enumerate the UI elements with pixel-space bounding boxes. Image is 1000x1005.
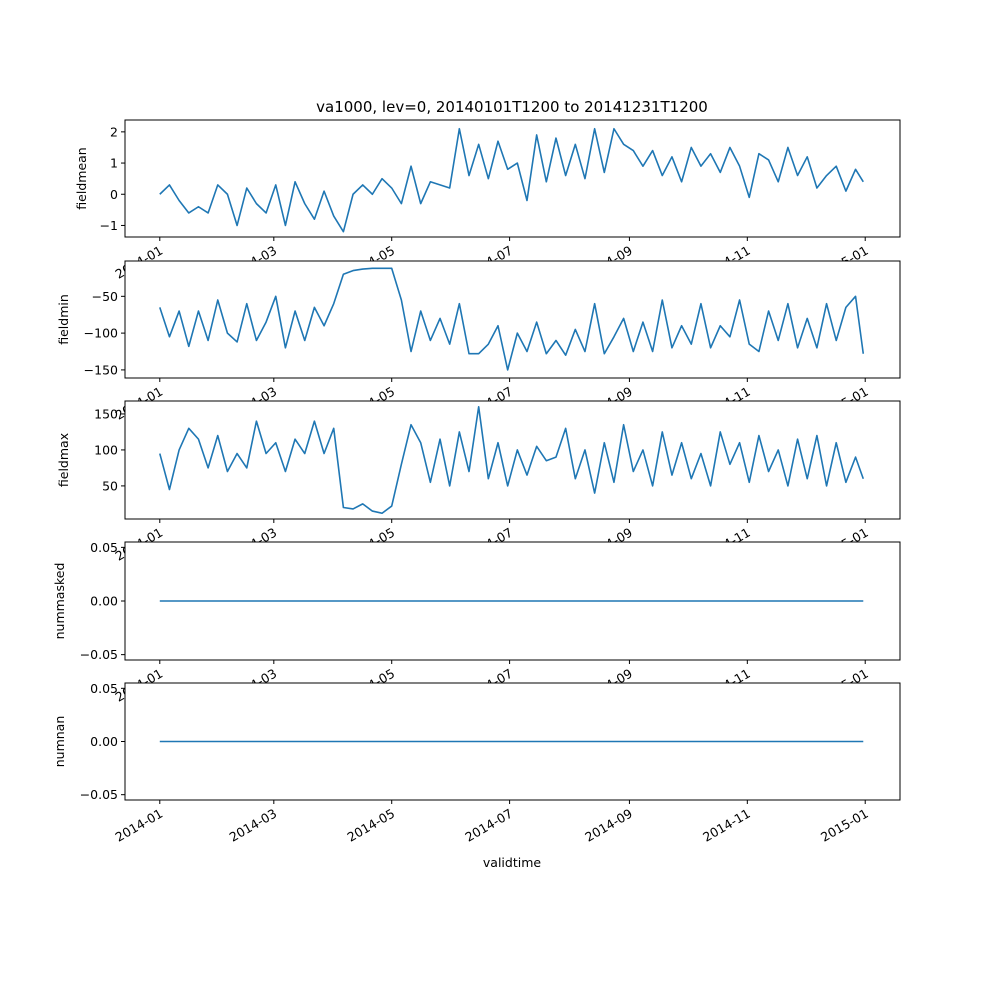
axes-frame [124, 260, 901, 379]
axes-frame [124, 119, 901, 238]
axes-background [125, 120, 900, 237]
y-tick-label: 100 [94, 442, 118, 457]
x-tick-label: 2014-03 [227, 806, 280, 845]
y-tick-label: 1 [110, 156, 118, 171]
y-tick-label: −50 [92, 289, 118, 304]
y-axis-label-nummasked: nummasked [52, 563, 67, 640]
y-tick-label: 0.05 [90, 681, 118, 696]
y-tick-label: −0.05 [80, 787, 118, 802]
x-tick-label: 2014-05 [344, 806, 397, 845]
y-tick-label: 0.05 [90, 540, 118, 555]
y-tick-label: 0 [110, 187, 118, 202]
y-tick-label: −1 [100, 218, 118, 233]
y-axis-label-fieldmin: fieldmin [56, 294, 71, 345]
x-axis-label: validtime [483, 855, 541, 870]
y-axis-label-numnan: numnan [52, 716, 67, 768]
axes-frame [124, 400, 901, 520]
fieldmax-series-line [159, 405, 865, 515]
y-tick-label: 2 [110, 124, 118, 139]
y-axis-label-fieldmax: fieldmax [56, 433, 71, 487]
y-tick-label: 0.00 [90, 594, 118, 609]
x-tick-label: 2014-01 [113, 806, 166, 845]
y-tick-label: −150 [84, 362, 118, 377]
x-tick-label: 2015-01 [818, 806, 871, 845]
fieldmean-series-line [159, 127, 864, 233]
y-tick-label: 50 [102, 478, 118, 493]
x-tick-label: 2014-09 [582, 806, 635, 845]
y-tick-label: −100 [84, 326, 118, 341]
y-tick-label: −0.05 [80, 647, 118, 662]
y-axis-label-fieldmean: fieldmean [74, 147, 89, 209]
x-tick-label: 2014-07 [462, 806, 515, 845]
fieldmin-series-line [159, 267, 865, 371]
x-tick-label: 2014-11 [700, 806, 753, 845]
y-tick-label: 150 [94, 406, 118, 421]
y-tick-label: 0.00 [90, 734, 118, 749]
axes-background [125, 401, 900, 519]
chart-title: va1000, lev=0, 20140101T1200 to 20141231… [316, 98, 708, 116]
